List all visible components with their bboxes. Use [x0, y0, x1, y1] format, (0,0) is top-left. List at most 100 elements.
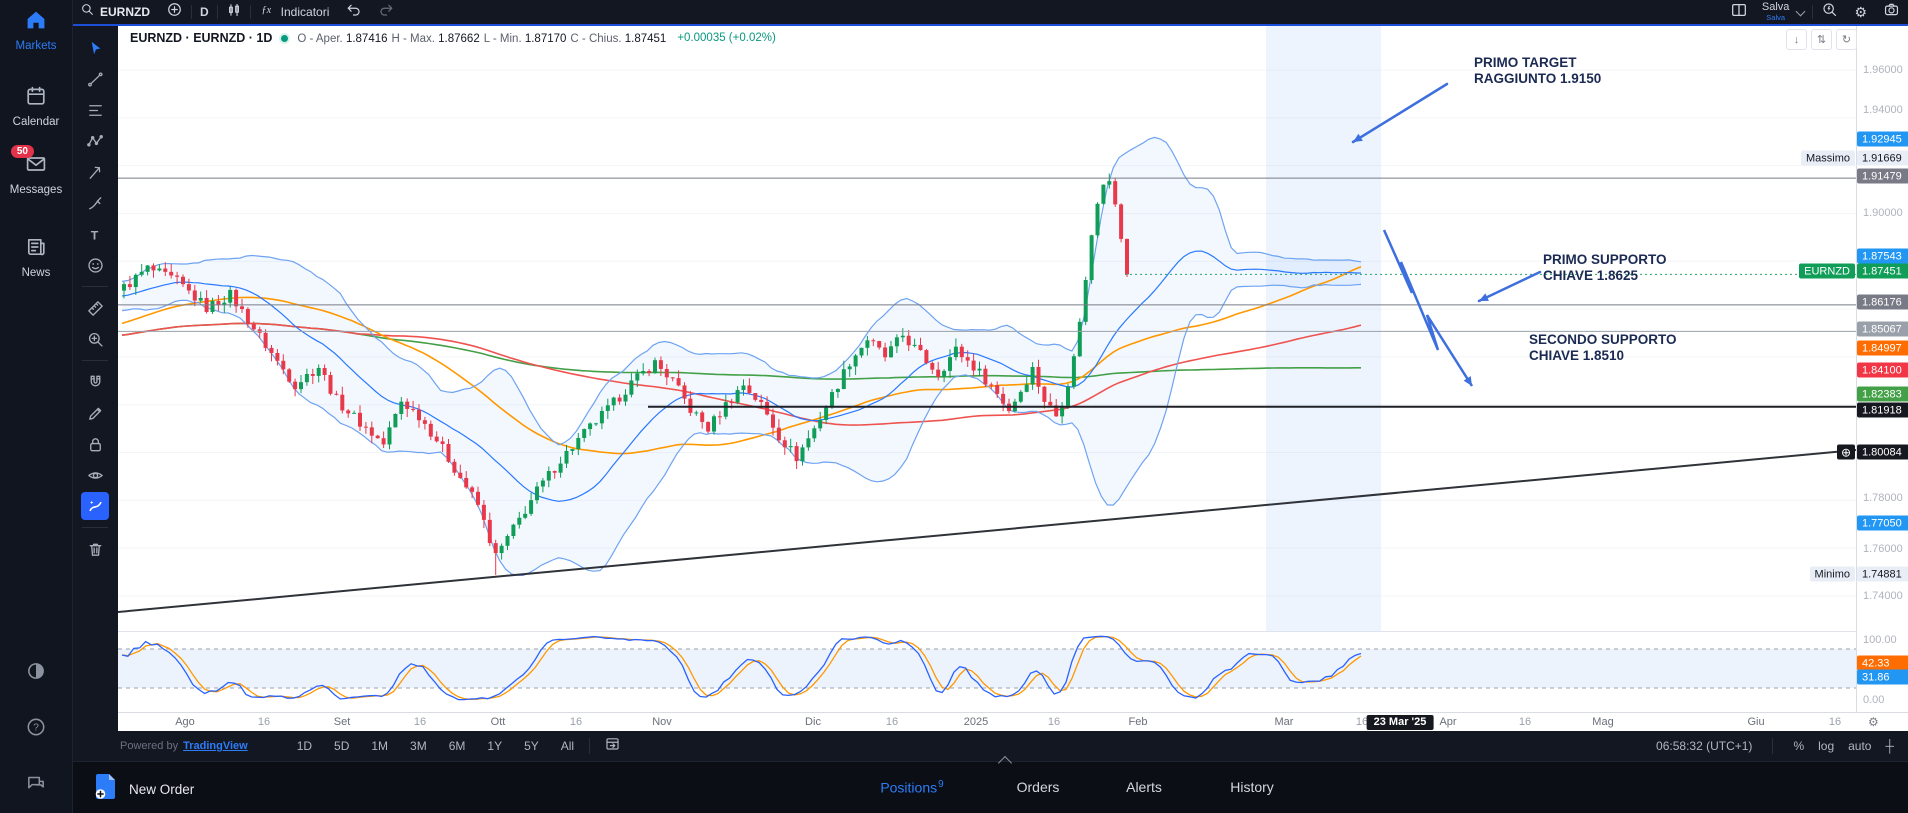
price-tag: EURNZD [1799, 263, 1855, 279]
snapshot-button[interactable] [1875, 1, 1908, 23]
price-value: 1.85067 [1857, 321, 1908, 337]
save-button[interactable]: Salva Salva [1756, 2, 1796, 22]
add-order-plus-icon[interactable]: ⊕ [1836, 444, 1855, 460]
symbol-search[interactable]: EURNZD [72, 0, 158, 24]
time-tick: Dic [805, 716, 821, 728]
legend-symbol-title[interactable]: EURNZD · EURNZD · 1D [130, 31, 273, 45]
save-label: Salva [1761, 1, 1790, 14]
undo-button[interactable] [337, 0, 370, 24]
chart-style-button[interactable] [218, 0, 250, 24]
axis-settings-icon[interactable]: ┼ [1885, 739, 1894, 753]
mail-icon: 50 [10, 145, 48, 181]
cursor-tool-icon[interactable] [81, 34, 109, 62]
calendar-goto-icon [604, 735, 621, 757]
auto-scale-button[interactable]: auto [1848, 739, 1872, 753]
eye-tool-icon[interactable] [81, 461, 109, 489]
range-button-1m[interactable]: 1M [371, 739, 389, 753]
trash-tool-icon[interactable] [81, 535, 109, 563]
sidebar-item-messages[interactable]: 50 Messages [0, 145, 72, 196]
sidebar-item-markets[interactable]: Markets [0, 8, 72, 52]
time-axis[interactable]: ⚙ Ago 16 Set 16 Ott 16 Nov Dic 16 2025 16 Feb Mar 16 A… [118, 712, 1908, 732]
chart-text-annotation[interactable]: SECONDO SUPPORTO CHIAVE 1.8510 [1529, 332, 1677, 363]
price-value: 1.81918 [1857, 402, 1908, 418]
layout-select-button[interactable] [1722, 1, 1756, 24]
reset-chart-button[interactable]: ↻ [1836, 29, 1857, 50]
price-value: 42.33 [1857, 655, 1908, 671]
range-button-5y[interactable]: 5Y [524, 739, 539, 753]
magnet-tool-icon[interactable] [81, 368, 109, 396]
price-value: 1.91479 [1857, 168, 1908, 184]
toolbar-divider [82, 360, 108, 361]
range-button-all[interactable]: All [560, 739, 575, 753]
tab-history[interactable]: History [1230, 779, 1274, 795]
settings-button[interactable]: ⚙ [1846, 4, 1875, 21]
log-scale-button[interactable]: log [1818, 739, 1835, 753]
new-order-label: New Order [129, 781, 195, 797]
price-value: 1.84100 [1857, 362, 1908, 378]
axis-gear-icon[interactable]: ⚙ [1868, 715, 1879, 729]
range-button-1d[interactable]: 1D [296, 739, 313, 753]
theme-toggle-button[interactable] [0, 660, 72, 687]
xabcd-pattern-tool-icon[interactable] [81, 127, 109, 155]
trend-line-tool-icon[interactable] [81, 65, 109, 93]
emoji-tool-icon[interactable] [81, 251, 109, 279]
interval-button[interactable]: D [192, 0, 217, 24]
sidebar-item-label: Markets [15, 40, 57, 52]
chart-text-annotation[interactable]: PRIMO TARGET RAGGIUNTO 1.9150 [1474, 55, 1602, 86]
redo-icon [378, 1, 395, 23]
svg-text:T: T [90, 228, 98, 242]
price-tick: 1.94000 [1863, 104, 1903, 116]
price-tick: 1.90000 [1863, 207, 1903, 219]
go-to-date-button[interactable] [596, 731, 629, 761]
price-label: 1.84100 [1857, 362, 1908, 378]
pencil-tool-icon[interactable] [81, 399, 109, 427]
price-value: 1.87543 [1857, 248, 1908, 264]
compare-button[interactable] [158, 0, 191, 24]
chat-button[interactable] [0, 772, 72, 799]
range-button-6m[interactable]: 6M [448, 739, 466, 753]
redo-button[interactable] [370, 0, 403, 24]
plus-circle-icon [166, 1, 183, 23]
powered-by-label: Powered by [120, 740, 179, 752]
scroll-to-recent-button[interactable]: ↓ [1786, 29, 1807, 50]
range-button-1y[interactable]: 1Y [487, 739, 503, 753]
sidebar-item-news[interactable]: News [0, 235, 72, 279]
chart-text-annotation[interactable]: PRIMO SUPPORTO CHIAVE 1.8625 [1543, 252, 1667, 283]
toolbar-divider [249, 5, 251, 19]
quick-search-button[interactable] [1813, 1, 1846, 23]
tab-positions[interactable]: Positions9 [880, 779, 944, 796]
tab-alerts[interactable]: Alerts [1126, 779, 1162, 795]
pane-separator[interactable] [118, 631, 1908, 632]
lock-tool-icon[interactable] [81, 430, 109, 458]
fib-retracement-tool-icon[interactable] [81, 96, 109, 124]
sidebar-item-calendar[interactable]: Calendar [0, 84, 72, 128]
clock[interactable]: 06:58:32 (UTC+1) [1656, 739, 1753, 753]
chart-panel: EURNZD · EURNZD · 1D O - Aper. 1.87416 H … [118, 26, 1908, 732]
ruler-tool-icon[interactable] [81, 294, 109, 322]
new-order-button[interactable]: New Order [94, 773, 194, 805]
ohlc-value: 1.87416 [345, 33, 388, 45]
percent-scale-button[interactable]: % [1793, 739, 1805, 753]
text-tool-icon[interactable]: T [81, 220, 109, 248]
svg-text:?: ? [33, 723, 39, 734]
magic-tool-icon[interactable] [81, 492, 109, 520]
brush-tool-icon[interactable] [81, 189, 109, 217]
range-button-5d[interactable]: 5D [334, 739, 350, 753]
indicators-button[interactable]: ƒx Indicatori [251, 0, 338, 24]
help-button[interactable]: ? [0, 716, 72, 743]
tab-orders[interactable]: Orders [1016, 779, 1060, 795]
range-button-3m[interactable]: 3M [410, 739, 427, 753]
price-axis[interactable]: 1.96000 1.94000 1.90000 1.78000 1.76000 1.740… [1799, 26, 1908, 712]
time-tick: Mar [1274, 716, 1294, 728]
price-label: 1.92945 [1857, 131, 1908, 147]
tradingview-link[interactable]: TradingView [183, 740, 248, 752]
maximize-pane-button[interactable]: ⇅ [1811, 29, 1832, 50]
time-tick: 16 [569, 716, 583, 728]
forecast-tool-icon[interactable] [81, 158, 109, 186]
chevron-down-icon[interactable] [1795, 6, 1806, 16]
market-status-dot [281, 34, 289, 42]
candlestick-chart[interactable] [118, 26, 1856, 712]
trading-panel-bar: New Order Positions9 Orders Alerts History [72, 755, 1908, 813]
zoom-in-tool-icon[interactable] [81, 325, 109, 353]
